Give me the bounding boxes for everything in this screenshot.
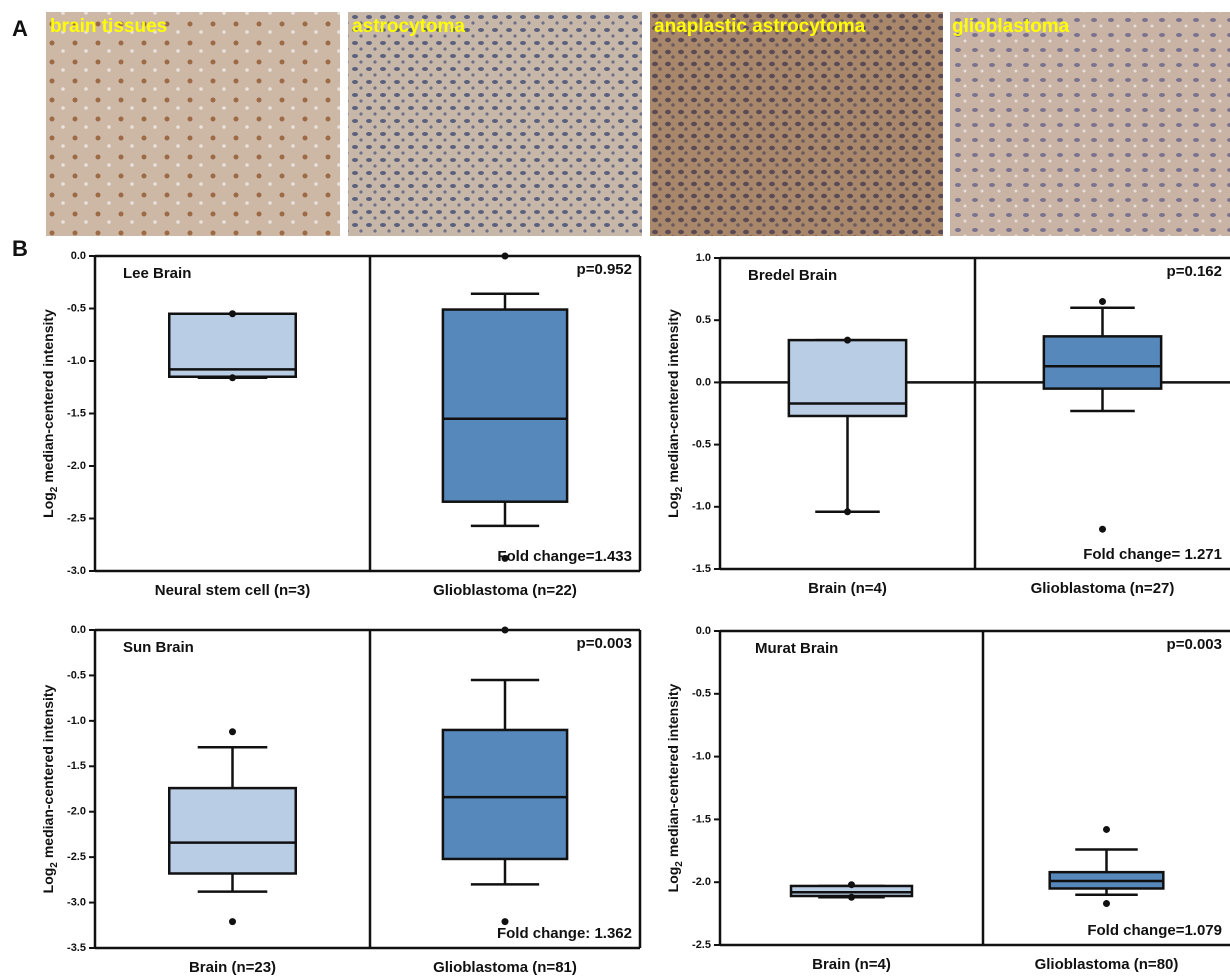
data-point [848, 881, 855, 888]
y-tick-label: -2.0 [67, 460, 86, 472]
y-tick-label: -1.0 [67, 715, 86, 727]
box [169, 788, 296, 873]
data-point [502, 918, 509, 925]
x-tick-label: Glioblastoma (n=22) [433, 582, 577, 599]
y-axis-label: Log2 median-centered intensity [665, 683, 685, 892]
p-value: p=0.003 [1167, 636, 1222, 653]
tissue-image [650, 12, 943, 236]
y-axis-label: Log2 median-centered intensity [665, 309, 685, 518]
y-label-part: Log [40, 492, 56, 518]
data-point [229, 310, 236, 317]
data-point [1103, 900, 1110, 907]
image-label: anaplastic astrocytoma [654, 16, 866, 37]
y-tick-label: -0.5 [692, 688, 711, 700]
data-point [502, 627, 509, 634]
y-label-part: median-centered intensity [40, 309, 56, 483]
y-tick-label: 1.0 [696, 252, 711, 264]
y-label-subscript: 2 [49, 486, 60, 492]
tissue-image [46, 12, 340, 236]
box [443, 310, 567, 502]
y-tick-label: -0.5 [67, 669, 86, 681]
image-label: glioblastoma [952, 16, 1070, 37]
x-tick-label: Glioblastoma (n=27) [1031, 580, 1175, 597]
y-label-subscript: 2 [674, 861, 685, 867]
panel-title: Lee Brain [123, 265, 191, 282]
y-tick-label: 0.0 [71, 250, 86, 262]
y-label-subscript: 2 [674, 486, 685, 492]
y-tick-label: -2.0 [692, 876, 711, 888]
x-tick-label: Glioblastoma (n=80) [1035, 956, 1179, 973]
y-label-part: median-centered intensity [40, 684, 56, 858]
data-point [502, 555, 509, 562]
data-point [848, 894, 855, 901]
y-tick-label: -1.5 [67, 760, 86, 772]
fold-change: Fold change=1.433 [497, 548, 632, 565]
fold-change: Fold change= 1.271 [1083, 546, 1222, 563]
y-label-part: median-centered intensity [665, 309, 681, 483]
y-tick-label: -1.5 [692, 813, 711, 825]
p-value: p=0.003 [577, 635, 632, 652]
y-tick-label: -1.5 [692, 563, 711, 575]
y-axis-label: Log2 median-centered intensity [40, 309, 60, 518]
y-tick-label: 0.0 [696, 625, 711, 637]
data-point [1099, 298, 1106, 305]
y-label-subscript: 2 [49, 862, 60, 868]
figure: A B brain tissues astrocytoma anaplastic… [0, 0, 1230, 977]
data-point [502, 253, 509, 260]
y-tick-label: -2.5 [67, 512, 86, 524]
box [1044, 336, 1161, 388]
tissue-image [348, 12, 642, 236]
image-label: astrocytoma [352, 16, 465, 37]
y-tick-label: -3.0 [67, 896, 86, 908]
data-point [1099, 526, 1106, 533]
panel-title: Sun Brain [123, 639, 194, 656]
data-point [844, 337, 851, 344]
box [169, 314, 296, 377]
data-point [1103, 826, 1110, 833]
data-point [229, 374, 236, 381]
y-tick-label: 0.0 [696, 376, 711, 388]
y-tick-label: -3.5 [67, 942, 86, 954]
y-tick-label: -2.5 [67, 851, 86, 863]
image-label: brain tissues [50, 16, 167, 37]
fold-change: Fold change=1.079 [1087, 922, 1222, 939]
tissue-image [950, 12, 1230, 236]
y-tick-label: -1.5 [67, 407, 86, 419]
y-tick-label: -2.5 [692, 939, 711, 951]
y-tick-label: -1.0 [692, 751, 711, 763]
fold-change: Fold change: 1.362 [497, 925, 632, 942]
box [443, 730, 567, 859]
y-label-part: median-centered intensity [665, 683, 681, 857]
y-tick-label: 0.5 [696, 314, 711, 326]
p-value: p=0.952 [577, 261, 632, 278]
y-tick-label: -2.0 [67, 806, 86, 818]
y-tick-label: -0.5 [67, 302, 86, 314]
y-tick-label: -0.5 [692, 439, 711, 451]
panel-title: Murat Brain [755, 640, 838, 657]
y-tick-label: 0.0 [71, 624, 86, 636]
y-tick-label: -3.0 [67, 565, 86, 577]
data-point [844, 508, 851, 515]
data-point [229, 918, 236, 925]
panel-title: Bredel Brain [748, 267, 837, 284]
panel-label: A [12, 16, 28, 41]
x-tick-label: Glioblastoma (n=81) [433, 959, 577, 976]
x-tick-label: Brain (n=4) [812, 956, 891, 973]
y-axis-label: Log2 median-centered intensity [40, 684, 60, 893]
panel-label: B [12, 236, 28, 261]
y-tick-label: -1.0 [67, 355, 86, 367]
y-label-part: Log [40, 868, 56, 894]
x-tick-label: Brain (n=23) [189, 959, 276, 976]
y-label-part: Log [665, 492, 681, 518]
data-point [229, 728, 236, 735]
x-tick-label: Neural stem cell (n=3) [155, 582, 310, 599]
y-tick-label: -1.0 [692, 501, 711, 513]
x-tick-label: Brain (n=4) [808, 580, 887, 597]
p-value: p=0.162 [1167, 263, 1222, 280]
y-label-part: Log [665, 867, 681, 893]
